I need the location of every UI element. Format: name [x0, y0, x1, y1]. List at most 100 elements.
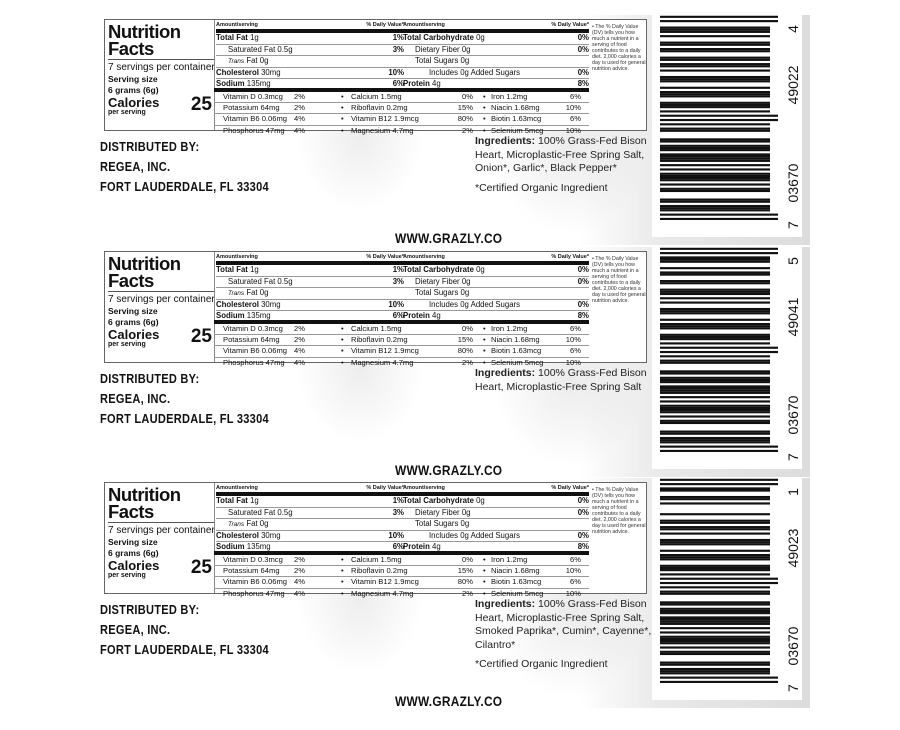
- barcode-bar: [660, 627, 770, 630]
- serving-size-label: Serving size: [108, 537, 158, 547]
- nutrient-amount: 135mg: [246, 311, 271, 321]
- barcode-bar: [660, 168, 770, 171]
- micronutrient-cell: 10%: [565, 588, 581, 598]
- distributor-name: REGEA, INC.: [100, 159, 171, 174]
- organic-footnote: *Certified Organic Ingredient: [475, 658, 608, 670]
- serving-size-value: 6 grams (6g): [108, 548, 159, 558]
- nutrient-dv: 0%: [577, 67, 589, 77]
- barcode-bar: [660, 217, 778, 220]
- nutrition-facts-panel: Nutrition Facts 7 servings per container …: [104, 251, 647, 367]
- nutrient-dv: 0%: [577, 530, 589, 540]
- dv-header: % Daily Value*: [366, 254, 404, 260]
- barcode-bar: [660, 209, 770, 212]
- ingredients-label: Ingredients:: [475, 367, 536, 379]
- barcode-bar: [660, 75, 770, 79]
- micronutrient-cell: Magnesium 4.7mg: [351, 588, 414, 598]
- micronutrient-cell: 4%: [294, 114, 305, 124]
- barcode-bar: [660, 290, 770, 293]
- micronutrient-cell: Iron 1.2mg: [491, 324, 528, 333]
- barcode-bar: [660, 307, 770, 311]
- micronutrient-cell: Calcium 1.5mg: [351, 92, 402, 101]
- barcode-bar: [660, 110, 770, 113]
- nutrient-name: Saturated Fat: [228, 44, 276, 54]
- title-line: Facts: [108, 501, 154, 522]
- barcode-bar: [660, 189, 770, 193]
- nutrient-dv: 1%: [392, 265, 404, 274]
- calories-label: Calories: [108, 558, 160, 573]
- nutrition-facts-title: Nutrition Facts: [108, 485, 214, 522]
- organic-footnote: *Certified Organic Ingredient: [475, 181, 608, 194]
- nutrient-dv: 3%: [392, 276, 404, 286]
- daily-value-note: • The % Daily Value (DV) tells you how m…: [592, 487, 646, 535]
- barcode-bar: [660, 350, 778, 354]
- barcode-bar: [660, 646, 770, 649]
- barcode-bar: [660, 164, 770, 167]
- nutrient-row: Dietary Fiber 0g 0%: [403, 277, 589, 289]
- barcode-bar: [660, 260, 770, 263]
- barcode-bar: [660, 30, 770, 33]
- nutrient-amount: 135mg: [246, 542, 271, 552]
- micronutrient-cell: Vitamin B12 1.9mcg: [351, 346, 419, 356]
- micronutrient-cell: 4%: [294, 357, 305, 367]
- nutrient-name: Saturated Fat: [228, 507, 276, 517]
- barcode-bar: [660, 177, 770, 180]
- barcode-bar: [660, 301, 770, 304]
- nutrient-amount: Fat 0g: [246, 519, 269, 529]
- barcode-bar: [660, 419, 770, 422]
- micronutrient-cell: 0%: [462, 92, 473, 101]
- nutrient-name: Total Carbohydrate: [403, 496, 474, 505]
- amount-header: Amount/serving: [216, 485, 258, 491]
- barcode-bar: [660, 20, 778, 23]
- barcode-bar: [660, 586, 770, 589]
- bullet: •: [483, 114, 486, 124]
- bullet: •: [483, 588, 486, 598]
- nutrient-dv: 6%: [392, 542, 404, 552]
- barcode-bar: [660, 297, 770, 300]
- barcode-bar: [660, 449, 778, 452]
- divider: [214, 252, 215, 362]
- barcode-bar: [660, 650, 770, 653]
- calories-value: 25: [190, 326, 212, 347]
- bullet: •: [483, 125, 486, 135]
- ingredients-text: 100% Grass-Fed Bison Heart, Microplastic…: [475, 135, 647, 174]
- micronutrient-cell: 2%: [294, 566, 305, 576]
- bullet: •: [341, 92, 344, 101]
- micronutrient-cell: Vitamin D 0.3mcg: [223, 324, 283, 333]
- micronutrient-cell: 4%: [294, 577, 305, 587]
- micronutrient-cell: Potassium 64mg: [223, 103, 280, 113]
- daily-value-note: • The % Daily Value (DV) tells you how m…: [592, 256, 646, 304]
- micronutrient-cell: 2%: [294, 555, 305, 564]
- barcode-bar: [660, 86, 770, 89]
- bullet: •: [483, 103, 486, 113]
- barcode-digit-first: 7: [785, 684, 801, 692]
- barcode-bar: [660, 404, 770, 407]
- micronutrient-cell: 10%: [565, 335, 581, 345]
- distributor-address: FORT LAUDERDALE, FL 33304: [100, 411, 269, 426]
- nutrient-dv: 0%: [577, 299, 589, 309]
- micronutrient-cell: 6%: [570, 324, 581, 333]
- micronutrient-cell: Iron 1.2mg: [491, 92, 528, 101]
- serving-size-value: 6 grams (6g): [108, 317, 159, 327]
- micronutrient-cell: 2%: [462, 125, 473, 135]
- nutrition-summary: Nutrition Facts 7 servings per container …: [108, 252, 215, 362]
- bullet: •: [341, 103, 344, 113]
- barcode-bar: [660, 590, 770, 593]
- serving-size-label: Serving size: [108, 306, 158, 316]
- calories-label: Calories: [108, 327, 160, 342]
- barcode-bar: [660, 620, 770, 623]
- barcode-bar: [660, 333, 770, 336]
- nutrient-row: Protein 4g 8%: [403, 542, 589, 553]
- divider: [108, 291, 214, 292]
- micronutrient-row: Phosphorus 47mg 4% • Magnesium 4.7mg 2% • Sele…: [214, 589, 589, 599]
- nutrient-row: Total Fat 1g 1%: [216, 496, 404, 508]
- micronutrient-table: Vitamin D 0.3mcg 2% • Calcium 1.5mg 0% • Iron …: [214, 551, 589, 599]
- barcode-bar: [660, 370, 770, 373]
- barcode-bar: [660, 174, 770, 177]
- nutrient-row: Saturated Fat 0.5g 3%: [216, 508, 404, 520]
- nutrient-dv: 6%: [392, 79, 404, 89]
- barcode-bar: [660, 676, 778, 679]
- nutrient-row: Cholesterol 30mg 10%: [216, 300, 404, 312]
- nutrient-name: Trans: [228, 290, 245, 298]
- barcode-bar: [660, 603, 770, 606]
- nutrients-left-column: Amount/serving % Daily Value* Total Fat 1…: [216, 254, 404, 322]
